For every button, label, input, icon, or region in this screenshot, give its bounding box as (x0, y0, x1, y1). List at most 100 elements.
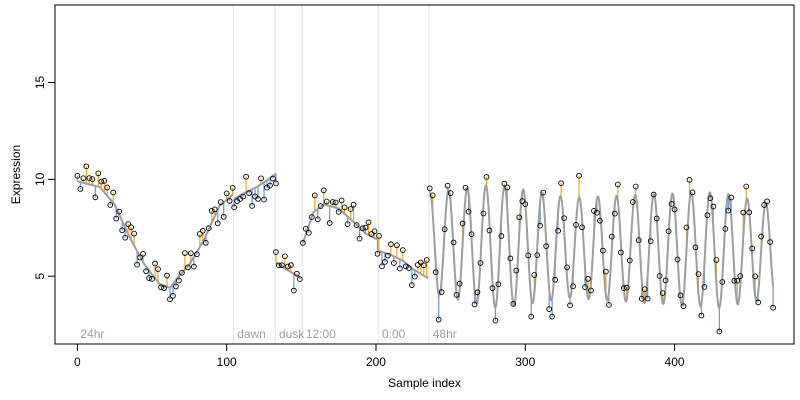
data-point (258, 175, 264, 182)
data-point (435, 316, 442, 323)
data-point (704, 212, 711, 219)
data-point (459, 220, 466, 227)
data-point (249, 203, 255, 209)
data-point (719, 279, 726, 285)
data-point (152, 260, 158, 267)
data-point (190, 263, 197, 270)
data-point (477, 260, 484, 266)
data-point (223, 190, 230, 197)
data-point (83, 163, 90, 170)
data-point (558, 180, 564, 187)
data-point (143, 268, 149, 275)
data-point (359, 225, 366, 232)
data-point (462, 184, 469, 191)
data-point (305, 229, 312, 236)
data-point (229, 185, 236, 191)
data-point (332, 199, 339, 206)
data-point (764, 198, 770, 205)
data-point (155, 266, 161, 272)
x-tick-label: 400 (665, 355, 685, 369)
segment-labels: 24hr dawn dusk 12:00 0:00 48hr (80, 327, 456, 341)
data-point (167, 296, 173, 303)
data-point (164, 272, 170, 279)
data-point (391, 260, 397, 266)
data-point (285, 263, 291, 270)
data-point (677, 292, 684, 299)
data-point (707, 195, 714, 202)
fit-line-segment (77, 180, 234, 289)
data-point (335, 209, 342, 215)
data-point (131, 230, 137, 237)
data-point (555, 227, 561, 234)
data-point (701, 284, 708, 290)
data-point (140, 250, 146, 257)
data-point (214, 220, 221, 227)
data-point (561, 215, 567, 222)
data-point (549, 313, 555, 320)
segment-label: dusk (279, 327, 305, 341)
data-point (231, 204, 238, 211)
data-point (382, 259, 388, 265)
data-point (656, 273, 663, 279)
data-point (282, 253, 288, 260)
data-point (483, 174, 490, 180)
data-point (170, 293, 176, 299)
data-point (546, 306, 553, 312)
data-point (338, 197, 345, 204)
data-point (273, 180, 279, 187)
data-point (77, 186, 84, 192)
data-point (74, 173, 81, 179)
data-point (534, 252, 541, 258)
data-point (522, 201, 529, 207)
data-point (525, 252, 532, 259)
data-points (74, 163, 776, 335)
data-point (480, 210, 487, 217)
data-point (376, 233, 382, 239)
data-point (641, 286, 648, 293)
data-point (400, 247, 406, 253)
data-point (761, 202, 767, 208)
data-point (423, 257, 430, 263)
data-point (104, 184, 111, 191)
data-point (737, 273, 744, 279)
data-point (311, 192, 318, 199)
data-point (320, 187, 327, 194)
data-point (474, 289, 481, 296)
data-point (208, 207, 215, 214)
data-point (362, 224, 369, 231)
segment-label: 24hr (80, 327, 104, 341)
data-point (609, 233, 615, 240)
data-point (513, 267, 520, 274)
data-point (122, 234, 129, 241)
data-point (397, 265, 403, 272)
data-point (668, 201, 675, 207)
data-point (441, 226, 448, 233)
data-point (402, 263, 409, 270)
data-point (199, 227, 206, 234)
data-point (356, 235, 363, 242)
data-point (689, 189, 696, 196)
data-point (486, 227, 493, 234)
data-point (444, 182, 451, 189)
fit-line-segment (429, 184, 775, 309)
data-point (519, 198, 526, 204)
data-point (456, 280, 463, 287)
data-point (291, 287, 297, 294)
y-tick-label: 5 (33, 273, 47, 280)
x-tick-label: 200 (366, 355, 386, 369)
data-point (728, 194, 735, 201)
data-point (255, 196, 261, 202)
data-point (692, 244, 699, 251)
data-point (379, 263, 385, 270)
data-point (570, 283, 576, 290)
data-point (594, 209, 600, 216)
data-point (411, 273, 418, 280)
data-point (740, 209, 747, 216)
data-point (600, 247, 606, 254)
data-point (722, 225, 729, 232)
data-point (447, 190, 454, 196)
data-point (276, 262, 282, 269)
data-point (606, 302, 612, 308)
data-point (731, 277, 738, 284)
data-point (182, 250, 188, 256)
